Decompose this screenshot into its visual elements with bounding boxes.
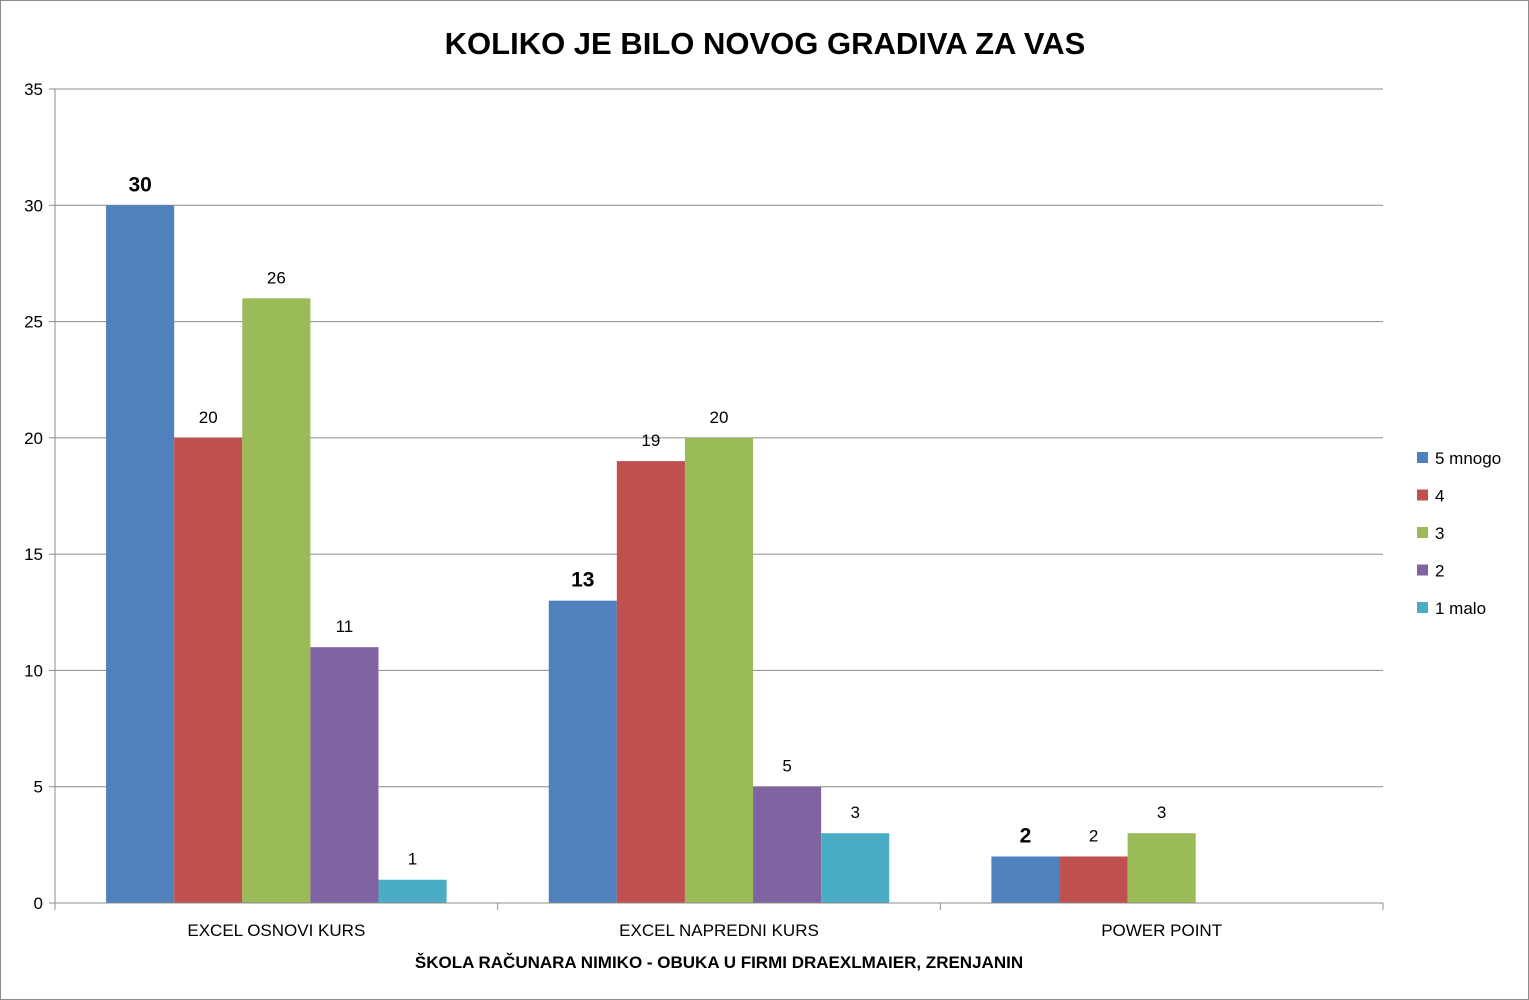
bars [106,205,1196,904]
data-label: 1 [408,850,417,869]
category-label: EXCEL OSNOVI KURS [187,921,365,940]
bar [991,856,1060,903]
y-tick-label: 10 [24,661,43,680]
data-label: 20 [710,408,729,427]
data-label: 26 [267,268,286,287]
data-label: 11 [336,617,354,636]
legend-label: 3 [1435,524,1444,543]
legend-label: 2 [1435,562,1444,581]
bar [174,437,243,903]
bar [242,298,311,903]
category-label: POWER POINT [1101,921,1222,940]
x-axis-title: ŠKOLA RAČUNARA NIMIKO - OBUKA U FIRMI DR… [415,953,1023,972]
bar [106,205,175,904]
data-label: 13 [571,569,594,592]
data-label: 5 [782,757,791,776]
data-label: 20 [199,408,218,427]
legend-label: 5 mnogo [1435,449,1501,468]
legend-label: 4 [1435,487,1444,506]
chart-title: KOLIKO JE BILO NOVOG GRADIVA ZA VAS [445,26,1086,61]
legend: 5 mnogo 4 3 2 1 malo [1417,449,1501,618]
data-label: 19 [641,431,660,450]
data-label: 2 [1089,826,1098,845]
bar [616,461,685,903]
bar [753,786,822,903]
y-tick-label: 35 [24,80,43,99]
y-tick-label: 5 [34,778,43,797]
bar [684,437,754,903]
legend-swatch [1417,489,1428,501]
legend-label: 1 malo [1435,599,1486,618]
legend-swatch [1417,527,1428,538]
data-label: 30 [128,173,151,196]
data-label: 3 [1157,803,1166,822]
y-tick-label: 30 [24,196,43,215]
legend-swatch [1417,602,1428,613]
y-tick-label: 0 [34,894,43,913]
bar [378,879,447,903]
y-axis-ticks: 0 5 10 15 20 25 30 35 [24,80,55,913]
bar [1059,856,1128,903]
category-labels: EXCEL OSNOVI KURS EXCEL NAPREDNI KURS POWE… [187,921,1222,940]
bar [548,600,617,903]
legend-swatch [1417,564,1428,576]
data-label: 2 [1020,824,1032,847]
bar [310,647,379,903]
y-tick-label: 20 [24,429,43,448]
bar [1127,833,1196,903]
data-label: 3 [850,803,859,822]
y-tick-label: 15 [24,545,43,564]
axes [54,89,1384,910]
category-label: EXCEL NAPREDNI KURS [619,921,819,940]
legend-swatch [1417,452,1428,463]
bar [821,833,890,903]
y-tick-label: 25 [24,313,43,332]
